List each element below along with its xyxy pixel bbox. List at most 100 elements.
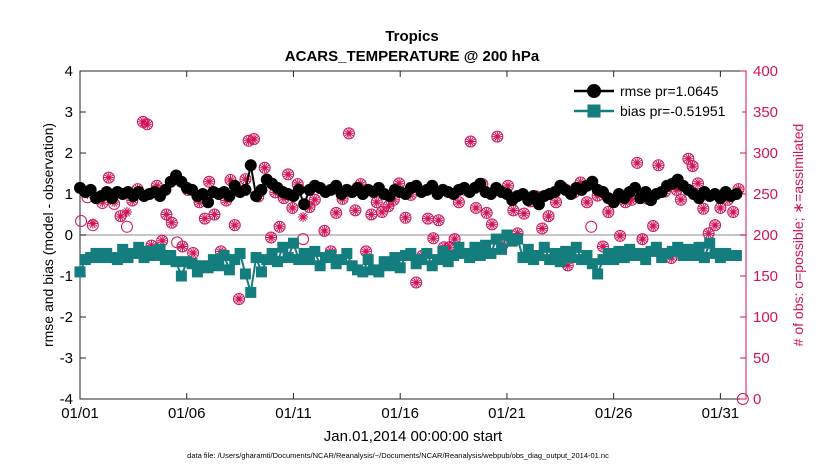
obs-assimilated-point [675,194,686,205]
bias-point [362,254,374,266]
obs-assimilated-point [383,201,394,212]
bias-point [277,241,289,253]
bias-point [175,270,187,282]
left-axis-label: rmse and bias (model - observation) [40,123,56,347]
obs-possible-point [647,219,660,232]
asterisk-stroke [435,215,442,225]
asterisk-stroke [211,209,218,220]
asterisk-stroke [321,226,328,236]
obs-assimilated-point [350,205,361,216]
asterisk-stroke [251,134,257,144]
asterisk-stroke [289,203,296,213]
obs-possible-point [282,168,295,181]
obs-possible-point [349,204,362,217]
bias-point [186,258,198,270]
bias-point [704,237,716,249]
obs-assimilated-point [204,176,215,187]
asterisk-stroke [368,209,375,220]
bias-point [202,262,214,274]
obs-assimilated-point [581,197,592,208]
asterisk-stroke [231,220,238,230]
asterisk-stroke [510,205,517,215]
bias-point [426,260,438,272]
bias-point [127,247,139,259]
obs-possible-point [682,152,695,165]
obs-possible-point [674,193,687,206]
obs-possible-point [491,130,504,143]
obs-assimilated-point [537,223,548,234]
bias-point [282,252,294,264]
bias-point [213,260,225,272]
asterisk-stroke [700,204,707,214]
asterisk-stroke [605,207,612,217]
obs-assimilated-point [371,197,382,208]
asterisk-stroke [190,248,197,258]
rmse-point [292,183,305,196]
obs-possible-point [686,160,699,173]
asterisk-stroke [467,136,474,147]
obs-assimilated-point [161,209,172,220]
obs-assimilated-point [87,218,98,229]
bias-point [416,254,428,266]
bias-point [133,241,145,253]
y-left-tick-label: -2 [60,309,73,326]
obs-possible-point [176,240,189,253]
obs-possible-point [631,156,644,169]
rmse-point [298,198,311,211]
bias-point [560,245,572,257]
obs-assimilated-point [703,228,714,239]
obs-possible-point [585,220,598,233]
bias-point [608,254,620,266]
bias-point [218,250,230,261]
obs-assimilated-point [309,194,320,205]
bias-point [234,247,246,259]
obs-possible-point [518,207,530,220]
x-tick-label: 01/06 [168,405,206,422]
obs-possible-point [120,220,133,233]
obs-possible-point [399,211,412,224]
obs-assimilated-point [199,213,210,224]
obs-possible-point [318,224,331,237]
bias-point [490,233,502,245]
y-right-tick-label: 150 [753,268,778,285]
obs-possible-point [464,135,477,148]
bias-point [597,254,609,266]
bias-point [549,247,561,259]
bias-point [239,268,251,280]
obs-possible-point [542,210,555,223]
obs-assimilated-point [142,119,153,130]
obs-assimilated-point [234,293,245,304]
bias-point [309,245,321,257]
obs-assimilated-point [177,241,188,252]
obs-possible-point [727,206,740,219]
obs-assimilated-point [486,219,497,230]
obs-assimilated-point [508,205,519,216]
bias-point [250,252,262,264]
bias-point [74,266,86,278]
bias-point [592,268,604,280]
bias-point [261,254,273,266]
obs-assimilated-point [266,232,277,243]
bias-point [522,243,534,255]
asterisk-stroke [89,218,96,229]
asterisk-stroke [634,158,641,168]
bias-point [448,250,460,261]
obs-assimilated-point [287,202,298,213]
obs-assimilated-point [543,211,554,222]
bias-point [373,266,385,278]
obs-assimilated-point [683,153,694,164]
legend-bias-label: bias pr=-0.51951 [620,103,726,119]
data-file-footer: data file: /Users/gharamti/Documents/NCA… [187,451,609,460]
bias-point [245,286,257,298]
bias-point [581,250,593,261]
asterisk-stroke [333,208,340,218]
bias-point [512,233,524,245]
bias-point [586,258,598,270]
legend-bias-marker [587,104,601,118]
bias-point [117,243,129,255]
y-right-tick-label: 250 [753,186,778,203]
obs-assimilated-point [470,202,481,213]
y-right-tick-label: 0 [753,391,761,408]
bias-point [287,237,299,249]
bias-point [480,239,492,251]
